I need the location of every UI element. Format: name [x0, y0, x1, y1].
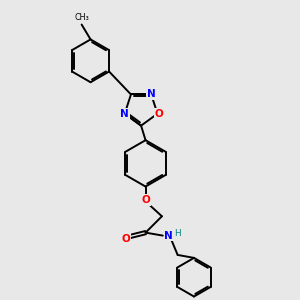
Text: N: N: [147, 89, 156, 99]
Text: N: N: [164, 231, 173, 241]
Text: O: O: [122, 234, 130, 244]
Text: H: H: [174, 229, 180, 238]
Text: O: O: [141, 195, 150, 205]
Text: N: N: [120, 109, 129, 119]
Text: O: O: [154, 109, 163, 119]
Text: CH₃: CH₃: [74, 13, 89, 22]
